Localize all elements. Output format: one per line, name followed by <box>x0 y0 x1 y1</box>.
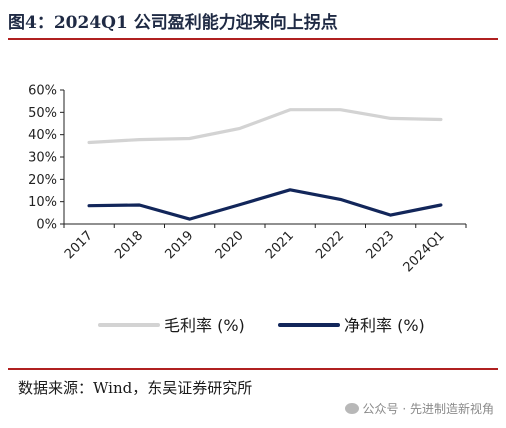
x-tick-label: 2018 <box>112 228 146 262</box>
gross-margin-line <box>87 108 443 145</box>
y-tick-label: 30% <box>28 151 57 166</box>
chart-panel: 0% 10% 20% 30% 40% 50% 60% 2017 2018 2019 2020 2021… <box>8 52 498 362</box>
title-divider <box>8 38 498 40</box>
x-tick-label: 2021 <box>263 228 297 262</box>
y-tick-label: 20% <box>28 173 57 188</box>
y-tick-label: 10% <box>28 195 57 210</box>
y-tick-label: 0% <box>36 218 57 233</box>
source-divider <box>8 368 498 370</box>
net-margin-line <box>87 188 443 221</box>
source-note: 数据来源：Wind，东吴证券研究所 <box>18 379 253 397</box>
x-tick-label: 2022 <box>313 228 347 262</box>
x-tick-label: 2017 <box>62 228 96 262</box>
legend-label-net-margin: 净利率 (%) <box>344 316 425 335</box>
watermark-text: 公众号 · 先进制造新视角 <box>362 402 494 416</box>
watermark: 公众号 · 先进制造新视角 <box>344 400 494 417</box>
wechat-icon <box>344 403 359 414</box>
y-tick-label: 60% <box>28 84 57 99</box>
legend-label-gross-margin: 毛利率 (%) <box>164 316 245 335</box>
x-tick-label: 2019 <box>162 228 196 262</box>
x-tick-label: 2024Q1 <box>401 228 448 275</box>
y-tick-label: 40% <box>28 128 57 143</box>
line-chart: 0% 10% 20% 30% 40% 50% 60% 2017 2018 2019 2020 2021… <box>28 84 467 335</box>
x-tick-label: 2023 <box>363 228 397 262</box>
x-tick-label: 2020 <box>213 228 247 262</box>
y-tick-label: 50% <box>28 106 57 121</box>
figure-title: 图4：2024Q1 公司盈利能力迎来向上拐点 <box>8 13 338 33</box>
